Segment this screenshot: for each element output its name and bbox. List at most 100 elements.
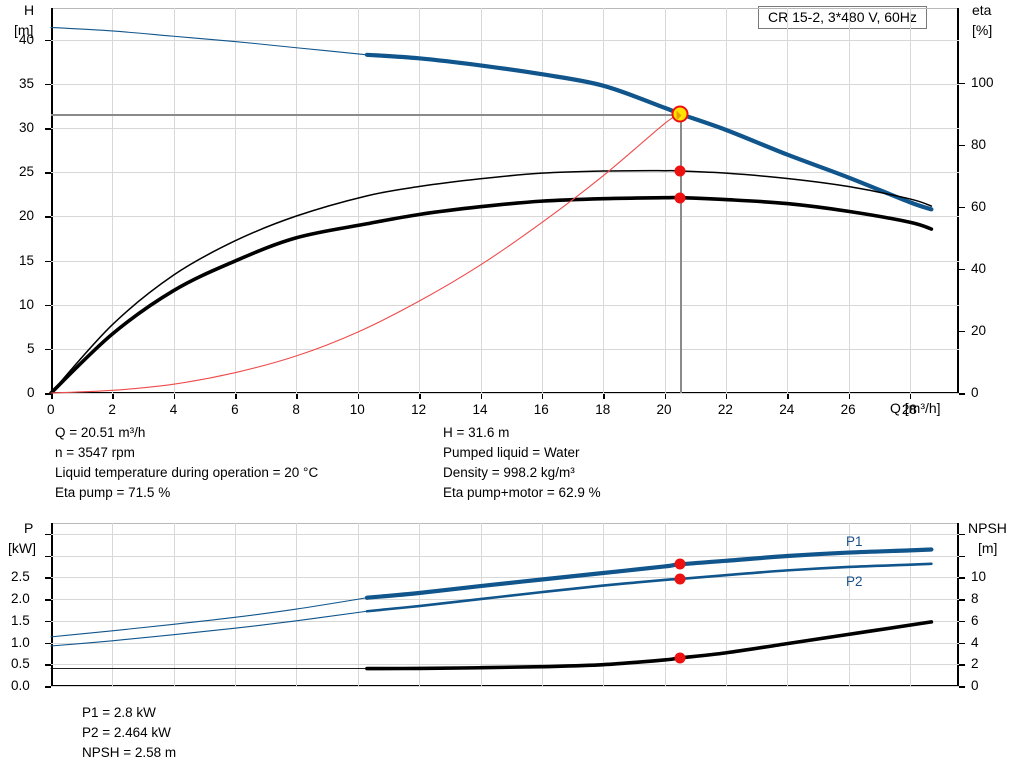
marker-p2	[674, 573, 686, 585]
curve-h-head-curve-extension-	[50, 26, 368, 56]
gridline-vertical	[112, 523, 114, 686]
x-axis-tick	[357, 393, 360, 399]
curve-npsh-ish-rising-red-curve	[50, 113, 681, 394]
y-left-tick	[45, 348, 51, 351]
bottom-frame-top-edge	[51, 523, 959, 524]
x-axis-tick-label: 8	[292, 402, 300, 417]
gridline-vertical	[725, 523, 727, 686]
y-left-tick	[45, 642, 51, 644]
y-left-tick	[45, 555, 51, 558]
x-axis-tick	[725, 393, 728, 399]
y-right-tick-label: 40	[971, 260, 987, 276]
gridline-horizontal	[51, 216, 959, 218]
x-axis-tick-label: 10	[349, 402, 365, 417]
y-left-tick-label: 25	[19, 164, 35, 180]
gridline-vertical	[112, 8, 114, 393]
y-right-tick	[959, 577, 965, 579]
top-chart-y-left-label-line2: [m]	[14, 22, 34, 38]
duty-text-right-line: Eta pump+motor = 62.9 %	[443, 485, 601, 500]
bottom-chart-curves	[50, 547, 934, 671]
gridline-vertical	[480, 523, 482, 686]
y-left-tick-label: 2.0	[11, 591, 30, 607]
gridline-vertical	[419, 523, 421, 686]
y-left-tick-label: 0	[27, 385, 35, 400]
x-axis-tick-label: 18	[595, 402, 611, 417]
bottom-chart-y-right-label-line2: [m]	[978, 540, 998, 556]
top-chart-y-right-label-line2: [%]	[972, 22, 993, 38]
gridline-horizontal	[51, 260, 959, 262]
duty-text-right-line: Pumped liquid = Water	[443, 445, 580, 460]
y-right-tick-label: 0	[971, 678, 979, 693]
y-left-tick-label: 1.5	[11, 612, 30, 628]
gridline-horizontal	[51, 599, 959, 601]
duty-point-horizontal-line	[51, 114, 681, 116]
gridline-horizontal	[51, 393, 959, 394]
x-axis-tick-label: 22	[717, 402, 733, 417]
top-chart-y-right-label-line1: eta	[972, 2, 992, 18]
x-axis-tick	[296, 393, 298, 399]
y-left-tick	[45, 686, 51, 688]
gridline-vertical	[235, 523, 237, 686]
duty-text-left-line: Eta pump = 71.5 %	[55, 485, 171, 500]
gridline-vertical	[664, 8, 666, 393]
x-axis-tick	[909, 393, 912, 399]
y-right-tick	[959, 268, 965, 271]
y-left-tick	[45, 599, 51, 601]
bottom-chart-y-left-label-line2: [kW]	[8, 540, 36, 556]
gridline-vertical	[173, 523, 175, 686]
marker-eta-pump-motor	[674, 192, 686, 204]
duty-text-left-line: Q = 20.51 m³/h	[55, 425, 146, 440]
bottom-frame-right-axis	[957, 523, 959, 686]
top-chart-y-left-label-line1: H	[24, 2, 35, 18]
gridline-vertical	[235, 8, 237, 393]
y-left-tick-label: 2.5	[11, 569, 30, 585]
top-frame-right-axis	[957, 8, 959, 393]
y-right-tick	[959, 599, 965, 601]
y-left-tick	[45, 577, 51, 579]
curve-label-p1: P1	[846, 534, 863, 549]
y-left-tick	[45, 83, 51, 86]
y-left-tick	[45, 260, 51, 262]
y-right-tick	[959, 620, 965, 623]
gridline-horizontal	[51, 172, 959, 174]
y-right-tick-label: 10	[971, 569, 987, 585]
y-left-tick-label: 1.0	[11, 634, 30, 650]
x-axis-tick-label: 28	[901, 402, 917, 417]
y-right-tick-label: 0	[971, 385, 979, 400]
gridline-vertical	[173, 8, 175, 393]
gridline-horizontal	[51, 664, 959, 666]
y-right-tick	[959, 642, 965, 644]
y-left-tick-label: 30	[19, 120, 35, 136]
gridline-vertical	[909, 523, 911, 686]
y-right-tick	[959, 533, 965, 536]
bottom-chart-plot-area: P1 P2	[45, 523, 965, 688]
curve-eta-pump	[50, 169, 933, 394]
chart-title-box: CR 15-2, 3*480 V, 60Hz	[758, 6, 927, 29]
gridline-vertical	[357, 523, 359, 686]
y-right-tick	[959, 664, 965, 666]
y-right-tick-label: 100	[971, 74, 994, 90]
y-left-tick-label: 20	[19, 208, 35, 224]
x-axis-tick	[603, 393, 605, 399]
gridline-vertical	[787, 8, 789, 393]
y-right-tick	[959, 393, 965, 395]
gridline-horizontal	[51, 128, 959, 130]
y-left-tick-label: 5	[27, 340, 35, 356]
gridline-horizontal	[51, 83, 959, 85]
x-axis-tick-label: 16	[533, 402, 549, 417]
duty-point-marker	[671, 105, 689, 123]
y-left-tick	[45, 216, 51, 218]
x-axis-tick-label: 0	[47, 402, 55, 417]
top-chart-x-label: Q [m³/h]	[890, 400, 941, 416]
top-chart-plot-area	[45, 8, 965, 399]
x-axis-tick-label: 14	[472, 402, 488, 417]
x-axis-tick	[541, 393, 544, 399]
gridline-horizontal	[51, 304, 959, 306]
y-left-tick	[45, 172, 51, 174]
y-right-tick-label: 20	[971, 322, 987, 338]
marker-p1	[674, 558, 686, 570]
gridline-vertical	[603, 523, 605, 686]
x-axis-tick-label: 24	[779, 402, 795, 417]
bottom-result-line: P1 = 2.8 kW	[82, 705, 156, 720]
duty-text-right-line: H = 31.6 m	[443, 425, 510, 440]
